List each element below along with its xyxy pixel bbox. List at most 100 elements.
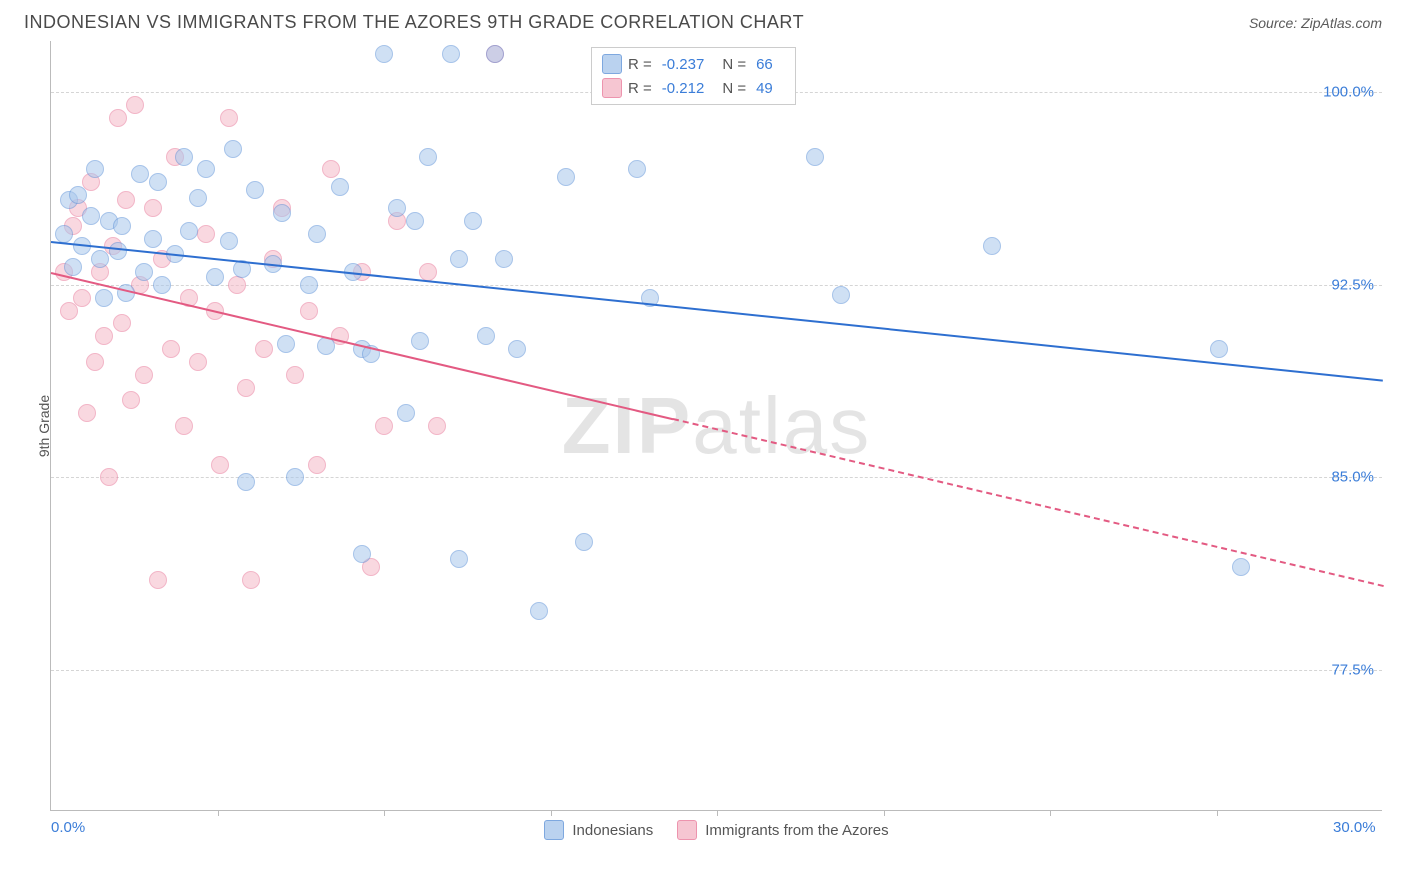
data-point bbox=[495, 250, 513, 268]
data-point bbox=[149, 571, 167, 589]
data-point bbox=[197, 225, 215, 243]
data-point bbox=[73, 289, 91, 307]
data-point bbox=[109, 242, 127, 260]
data-point bbox=[144, 199, 162, 217]
data-point bbox=[277, 335, 295, 353]
legend-stats-row: R =-0.212N =49 bbox=[602, 76, 785, 100]
chart-header: INDONESIAN VS IMMIGRANTS FROM THE AZORES… bbox=[0, 0, 1406, 41]
data-point bbox=[69, 186, 87, 204]
data-point bbox=[322, 160, 340, 178]
data-point bbox=[91, 250, 109, 268]
data-point bbox=[308, 225, 326, 243]
gridline bbox=[51, 285, 1382, 286]
data-point bbox=[388, 199, 406, 217]
data-point bbox=[406, 212, 424, 230]
data-point bbox=[286, 366, 304, 384]
data-point bbox=[353, 545, 371, 563]
data-point bbox=[206, 268, 224, 286]
data-point bbox=[450, 550, 468, 568]
x-minor-tick bbox=[717, 810, 718, 816]
data-point bbox=[255, 340, 273, 358]
data-point bbox=[300, 276, 318, 294]
trend-line bbox=[51, 272, 673, 420]
chart-title: INDONESIAN VS IMMIGRANTS FROM THE AZORES… bbox=[24, 12, 804, 33]
data-point bbox=[86, 353, 104, 371]
data-point bbox=[113, 314, 131, 332]
legend-label: Indonesians bbox=[572, 822, 653, 839]
data-point bbox=[442, 45, 460, 63]
x-minor-tick bbox=[884, 810, 885, 816]
data-point bbox=[117, 191, 135, 209]
x-minor-tick bbox=[1217, 810, 1218, 816]
data-point bbox=[109, 109, 127, 127]
plot-area: 9th Grade ZIPatlas 77.5%85.0%92.5%100.0%… bbox=[50, 41, 1382, 811]
data-point bbox=[135, 366, 153, 384]
data-point bbox=[220, 109, 238, 127]
data-point bbox=[78, 404, 96, 422]
data-point bbox=[1232, 558, 1250, 576]
data-point bbox=[530, 602, 548, 620]
data-point bbox=[375, 417, 393, 435]
data-point bbox=[300, 302, 318, 320]
legend-item: Indonesians bbox=[544, 820, 653, 840]
data-point bbox=[806, 148, 824, 166]
data-point bbox=[308, 456, 326, 474]
data-point bbox=[144, 230, 162, 248]
data-point bbox=[486, 45, 504, 63]
legend-swatch bbox=[544, 820, 564, 840]
data-point bbox=[464, 212, 482, 230]
data-point bbox=[286, 468, 304, 486]
data-point bbox=[508, 340, 526, 358]
data-point bbox=[557, 168, 575, 186]
gridline bbox=[51, 670, 1382, 671]
trend-line bbox=[672, 418, 1383, 587]
legend-label: Immigrants from the Azores bbox=[705, 822, 888, 839]
data-point bbox=[211, 456, 229, 474]
data-point bbox=[428, 417, 446, 435]
data-point bbox=[64, 258, 82, 276]
legend-swatch bbox=[602, 78, 622, 98]
y-tick-label: 92.5% bbox=[1331, 276, 1374, 293]
x-minor-tick bbox=[218, 810, 219, 816]
data-point bbox=[628, 160, 646, 178]
data-point bbox=[113, 217, 131, 235]
data-point bbox=[149, 173, 167, 191]
data-point bbox=[55, 225, 73, 243]
y-axis-title: 9th Grade bbox=[36, 394, 52, 456]
data-point bbox=[375, 45, 393, 63]
data-point bbox=[832, 286, 850, 304]
legend-stats-row: R =-0.237N =66 bbox=[602, 52, 785, 76]
data-point bbox=[162, 340, 180, 358]
data-point bbox=[100, 468, 118, 486]
data-point bbox=[411, 332, 429, 350]
data-point bbox=[419, 263, 437, 281]
x-minor-tick bbox=[384, 810, 385, 816]
data-point bbox=[175, 148, 193, 166]
y-tick-label: 85.0% bbox=[1331, 469, 1374, 486]
data-point bbox=[220, 232, 238, 250]
data-point bbox=[477, 327, 495, 345]
data-point bbox=[246, 181, 264, 199]
legend-bottom: Indonesians Immigrants from the Azores bbox=[51, 820, 1382, 840]
data-point bbox=[189, 353, 207, 371]
watermark: ZIPatlas bbox=[562, 380, 871, 472]
data-point bbox=[273, 204, 291, 222]
chart-source: Source: ZipAtlas.com bbox=[1249, 15, 1382, 31]
data-point bbox=[153, 276, 171, 294]
chart-container: 9th Grade ZIPatlas 77.5%85.0%92.5%100.0%… bbox=[50, 41, 1382, 811]
x-minor-tick bbox=[551, 810, 552, 816]
data-point bbox=[228, 276, 246, 294]
data-point bbox=[397, 404, 415, 422]
data-point bbox=[197, 160, 215, 178]
legend-item: Immigrants from the Azores bbox=[677, 820, 888, 840]
data-point bbox=[237, 379, 255, 397]
data-point bbox=[126, 96, 144, 114]
data-point bbox=[189, 189, 207, 207]
data-point bbox=[224, 140, 242, 158]
data-point bbox=[242, 571, 260, 589]
data-point bbox=[86, 160, 104, 178]
data-point bbox=[419, 148, 437, 166]
data-point bbox=[237, 473, 255, 491]
data-point bbox=[122, 391, 140, 409]
y-tick-label: 100.0% bbox=[1323, 84, 1374, 101]
